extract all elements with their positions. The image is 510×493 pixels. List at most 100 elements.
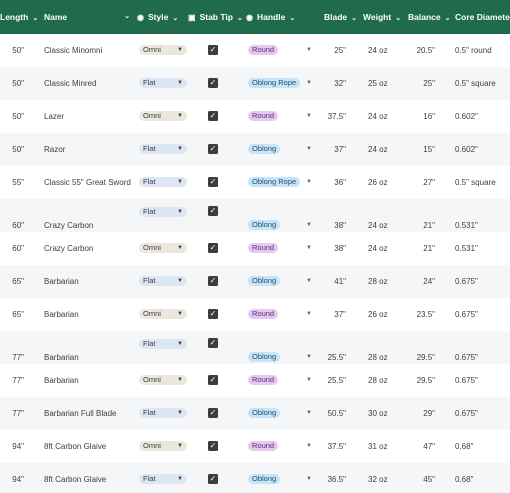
handle-chip[interactable]: Oblong bbox=[248, 408, 281, 418]
chevron-down-icon[interactable]: ⌄ bbox=[289, 15, 296, 22]
style-select[interactable]: Omni ▼ bbox=[139, 111, 187, 121]
handle-chip[interactable]: Round bbox=[248, 375, 279, 385]
stab-tip-checkbox[interactable]: ✓ bbox=[208, 177, 218, 187]
stab-tip-checkbox[interactable]: ✓ bbox=[208, 375, 218, 385]
column-header-blade[interactable]: Blade ⌄ bbox=[324, 12, 358, 22]
cell-balance[interactable]: 29.5" bbox=[416, 353, 435, 362]
table-row[interactable]: 94" 8ft Carbon Glaive 37.5" 31 oz 47" 0.68" Om… bbox=[0, 430, 510, 463]
style-select[interactable]: Flat ▼ bbox=[139, 78, 187, 88]
cell-name[interactable]: 8ft Carbon Glaive bbox=[44, 442, 107, 451]
cell-length[interactable]: 77" bbox=[12, 353, 24, 362]
triangle-down-icon[interactable]: ▼ bbox=[177, 146, 183, 152]
table-row[interactable]: 50" Razor 37" 24 oz 15" 0.602" Flat ▼ ✓ Oblong ▼ bbox=[0, 133, 510, 166]
stab-tip-checkbox[interactable]: ✓ bbox=[208, 408, 218, 418]
triangle-down-icon[interactable]: ▼ bbox=[177, 209, 183, 215]
cell-length[interactable]: 94" bbox=[12, 442, 24, 451]
cell-core-diameter[interactable]: 0.5" square bbox=[455, 178, 496, 187]
cell-weight[interactable]: 28 oz bbox=[368, 277, 388, 286]
cell-blade[interactable]: 38" bbox=[334, 244, 346, 253]
stab-tip-checkbox[interactable]: ✓ bbox=[208, 338, 218, 348]
handle-dropdown-icon[interactable]: ▼ bbox=[306, 47, 312, 53]
style-select[interactable]: Flat ▼ bbox=[139, 207, 187, 217]
cell-weight[interactable]: 31 oz bbox=[368, 442, 388, 451]
table-row[interactable]: 94" 8ft Carbon Glaive 36.5" 32 oz 45" 0.68" Fl… bbox=[0, 463, 510, 493]
triangle-down-icon[interactable]: ▼ bbox=[177, 245, 183, 251]
stab-tip-checkbox[interactable]: ✓ bbox=[208, 45, 218, 55]
cell-balance[interactable]: 23.5" bbox=[416, 310, 435, 319]
cell-core-diameter[interactable]: 0.602" bbox=[455, 112, 478, 121]
cell-length[interactable]: 77" bbox=[12, 409, 24, 418]
column-header-stab-tip[interactable]: ▣ Stab Tip ⌄ bbox=[188, 0, 243, 34]
cell-core-diameter[interactable]: 0.68" bbox=[455, 475, 474, 484]
cell-blade[interactable]: 37.5" bbox=[327, 112, 346, 121]
cell-core-diameter[interactable]: 0.675" bbox=[455, 277, 478, 286]
cell-weight[interactable]: 24 oz bbox=[368, 46, 388, 55]
cell-length[interactable]: 60" bbox=[12, 244, 24, 253]
column-header-length[interactable]: Length ⌄ bbox=[0, 12, 39, 22]
handle-chip[interactable]: Oblong bbox=[248, 144, 281, 154]
handle-chip[interactable]: Oblong Rope bbox=[248, 78, 301, 88]
handle-chip[interactable]: Round bbox=[248, 45, 279, 55]
cell-blade[interactable]: 37.5" bbox=[327, 442, 346, 451]
style-select[interactable]: Omni ▼ bbox=[139, 375, 187, 385]
handle-chip[interactable]: Round bbox=[248, 441, 279, 451]
cell-weight[interactable]: 24 oz bbox=[368, 221, 388, 230]
handle-dropdown-icon[interactable]: ▼ bbox=[306, 146, 312, 152]
cell-balance[interactable]: 16" bbox=[423, 112, 435, 121]
cell-name[interactable]: Barbarian bbox=[44, 376, 79, 385]
column-header-style[interactable]: ◉ Style ⌄ bbox=[137, 0, 178, 34]
cell-balance[interactable]: 20.5" bbox=[416, 46, 435, 55]
chevron-down-icon[interactable]: ⌄ bbox=[351, 15, 358, 22]
cell-name[interactable]: Crazy Carbon bbox=[44, 244, 94, 253]
cell-blade[interactable]: 38" bbox=[334, 221, 346, 230]
cell-name[interactable]: Barbarian bbox=[44, 353, 79, 362]
cell-name[interactable]: Crazy Carbon bbox=[44, 221, 94, 230]
cell-balance[interactable]: 29.5" bbox=[416, 376, 435, 385]
cell-weight[interactable]: 25 oz bbox=[368, 79, 388, 88]
triangle-down-icon[interactable]: ▼ bbox=[177, 311, 183, 317]
stab-tip-checkbox[interactable]: ✓ bbox=[208, 474, 218, 484]
handle-dropdown-icon[interactable]: ▼ bbox=[306, 278, 312, 284]
cell-length[interactable]: 65" bbox=[12, 277, 24, 286]
table-row[interactable]: 77" Barbarian 25.5" 28 oz 29.5" 0.675" Flat ▼ ✓ O… bbox=[0, 331, 510, 364]
cell-blade[interactable]: 41" bbox=[334, 277, 346, 286]
handle-dropdown-icon[interactable]: ▼ bbox=[306, 377, 312, 383]
cell-name[interactable]: Barbarian Full Blade bbox=[44, 409, 117, 418]
column-header-balance[interactable]: Balance ⌄ bbox=[408, 12, 451, 22]
style-select[interactable]: Flat ▼ bbox=[139, 144, 187, 154]
table-row[interactable]: 50" Classic Minomni 25" 24 oz 20.5" 0.5" roun… bbox=[0, 34, 510, 67]
style-select[interactable]: Omni ▼ bbox=[139, 309, 187, 319]
cell-core-diameter[interactable]: 0.675" bbox=[455, 409, 478, 418]
table-row[interactable]: 50" Lazer 37.5" 24 oz 16" 0.602" Omni ▼ ✓ Round ▼ bbox=[0, 100, 510, 133]
chevron-down-icon[interactable]: ⌄ bbox=[236, 15, 243, 22]
column-header-handle[interactable]: ◉ Handle ⌄ bbox=[246, 0, 295, 34]
cell-balance[interactable]: 27" bbox=[423, 178, 435, 187]
style-select[interactable]: Flat ▼ bbox=[139, 474, 187, 484]
handle-dropdown-icon[interactable]: ▼ bbox=[306, 222, 312, 228]
cell-core-diameter[interactable]: 0.602" bbox=[455, 145, 478, 154]
chevron-down-icon[interactable]: ⌄ bbox=[32, 15, 39, 22]
cell-blade[interactable]: 36.5" bbox=[327, 475, 346, 484]
stab-tip-checkbox[interactable]: ✓ bbox=[208, 276, 218, 286]
handle-dropdown-icon[interactable]: ▼ bbox=[306, 443, 312, 449]
column-header-name[interactable]: Name ⌄ bbox=[44, 0, 130, 34]
cell-core-diameter[interactable]: 0.5" square bbox=[455, 79, 496, 88]
cell-length[interactable]: 60" bbox=[12, 221, 24, 230]
style-select[interactable]: Flat ▼ bbox=[139, 177, 187, 187]
stab-tip-checkbox[interactable]: ✓ bbox=[208, 441, 218, 451]
triangle-down-icon[interactable]: ▼ bbox=[177, 410, 183, 416]
cell-weight[interactable]: 28 oz bbox=[368, 376, 388, 385]
cell-blade[interactable]: 36" bbox=[334, 178, 346, 187]
cell-length[interactable]: 50" bbox=[12, 145, 24, 154]
cell-balance[interactable]: 21" bbox=[423, 221, 435, 230]
cell-weight[interactable]: 32 oz bbox=[368, 475, 388, 484]
stab-tip-checkbox[interactable]: ✓ bbox=[208, 144, 218, 154]
handle-dropdown-icon[interactable]: ▼ bbox=[306, 476, 312, 482]
cell-name[interactable]: Barbarian bbox=[44, 310, 79, 319]
handle-chip[interactable]: Round bbox=[248, 309, 279, 319]
table-row[interactable]: 77" Barbarian 25.5" 28 oz 29.5" 0.675" Omni ▼ ✓ R… bbox=[0, 364, 510, 397]
triangle-down-icon[interactable]: ▼ bbox=[177, 476, 183, 482]
style-select[interactable]: Flat ▼ bbox=[139, 276, 187, 286]
cell-weight[interactable]: 26 oz bbox=[368, 310, 388, 319]
cell-core-diameter[interactable]: 0.68" bbox=[455, 442, 474, 451]
